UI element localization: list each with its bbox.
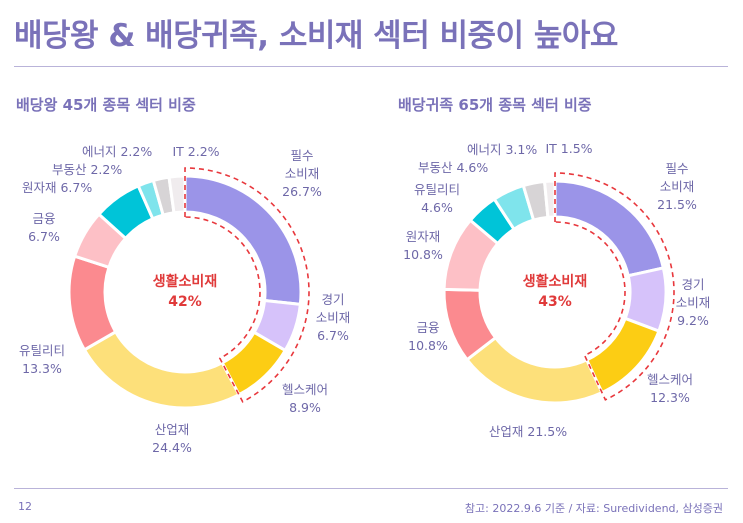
slice-label-금융: 금융 bbox=[32, 211, 55, 226]
pie-slice-필수-소비재 bbox=[553, 179, 666, 278]
pie-slice-유틸리티 bbox=[67, 254, 118, 352]
slice-label-금융: 금융 bbox=[416, 320, 439, 335]
slice-label-필수-소비재: 26.7% bbox=[282, 184, 322, 199]
slice-label-IT: IT 1.5% bbox=[545, 141, 592, 156]
center-label-percent: 43% bbox=[538, 294, 572, 310]
source-note: 참고: 2022.9.6 기준 / 자료: Suredividend, 삼성증권 bbox=[464, 502, 723, 515]
page-number: 12 bbox=[18, 500, 32, 513]
footer-divider bbox=[14, 488, 728, 489]
slice-label-헬스케어: 헬스케어 bbox=[282, 382, 328, 397]
center-label-percent: 42% bbox=[168, 294, 202, 310]
center-label-name: 생활소비재 bbox=[523, 273, 587, 290]
slice-label-유틸리티: 유틸리티 bbox=[414, 182, 460, 197]
slice-label-금융: 10.8% bbox=[408, 338, 448, 353]
slice-label-경기-소비재: 6.7% bbox=[317, 328, 349, 343]
consumer-highlight-outline bbox=[184, 167, 310, 403]
title-divider bbox=[14, 66, 728, 67]
slice-label-헬스케어: 12.3% bbox=[650, 390, 690, 405]
dividend-kings-donut: 생활소비재42%필수소비재26.7%경기소비재6.7%헬스케어8.9%산업재24… bbox=[19, 144, 350, 455]
pie-slice-산업재 bbox=[82, 329, 241, 410]
slice-label-필수-소비재: 21.5% bbox=[657, 197, 697, 212]
slice-label-경기-소비재: 소비재 bbox=[316, 310, 351, 325]
slice-label-금융: 6.7% bbox=[28, 229, 60, 244]
slice-label-경기-소비재: 경기 bbox=[681, 277, 704, 292]
slice-label-필수-소비재: 필수 bbox=[290, 148, 313, 163]
slice-label-원자재: 원자재 bbox=[406, 229, 441, 244]
center-label-name: 생활소비재 bbox=[153, 273, 217, 290]
slice-label-산업재: 산업재 21.5% bbox=[489, 424, 567, 439]
slice-label-산업재: 산업재 bbox=[155, 422, 190, 437]
page-title: 배당왕 & 배당귀족, 소비재 섹터 비중이 높아요 bbox=[14, 18, 618, 54]
slice-label-헬스케어: 8.9% bbox=[289, 400, 321, 415]
slice-label-부동산: 부동산 4.6% bbox=[418, 160, 488, 175]
consumer-highlight-outline bbox=[554, 172, 675, 401]
slice-label-원자재: 원자재 6.7% bbox=[22, 180, 92, 195]
slice-label-필수-소비재: 소비재 bbox=[660, 179, 695, 194]
slice-label-IT: IT 2.2% bbox=[172, 144, 219, 159]
slice-label-경기-소비재: 9.2% bbox=[677, 313, 709, 328]
slice-label-유틸리티: 4.6% bbox=[421, 200, 453, 215]
slice-label-경기-소비재: 경기 bbox=[321, 292, 344, 307]
slice-label-헬스케어: 헬스케어 bbox=[647, 372, 693, 387]
slice-label-부동산: 부동산 2.2% bbox=[52, 162, 122, 177]
slice-label-필수-소비재: 필수 bbox=[665, 161, 688, 176]
pie-slice-IT bbox=[542, 179, 557, 219]
slice-label-산업재: 24.4% bbox=[152, 440, 192, 455]
slice-label-원자재: 10.8% bbox=[403, 247, 443, 262]
left-chart-title: 배당왕 45개 종목 섹터 비중 bbox=[16, 96, 196, 114]
slice-label-필수-소비재: 소비재 bbox=[285, 166, 320, 181]
slice-label-에너지: 에너지 3.1% bbox=[467, 142, 537, 157]
slice-label-유틸리티: 13.3% bbox=[22, 361, 62, 376]
pie-slice-산업재 bbox=[464, 335, 604, 405]
right-chart-title: 배당귀족 65개 종목 섹터 비중 bbox=[398, 96, 592, 114]
dividend-aristocrats-donut: 생활소비재43%필수소비재21.5%경기소비재9.2%헬스케어12.3%산업재 … bbox=[403, 141, 710, 439]
slice-label-경기-소비재: 소비재 bbox=[676, 295, 711, 310]
slice-label-유틸리티: 유틸리티 bbox=[19, 343, 65, 358]
slice-label-에너지: 에너지 2.2% bbox=[82, 144, 152, 159]
